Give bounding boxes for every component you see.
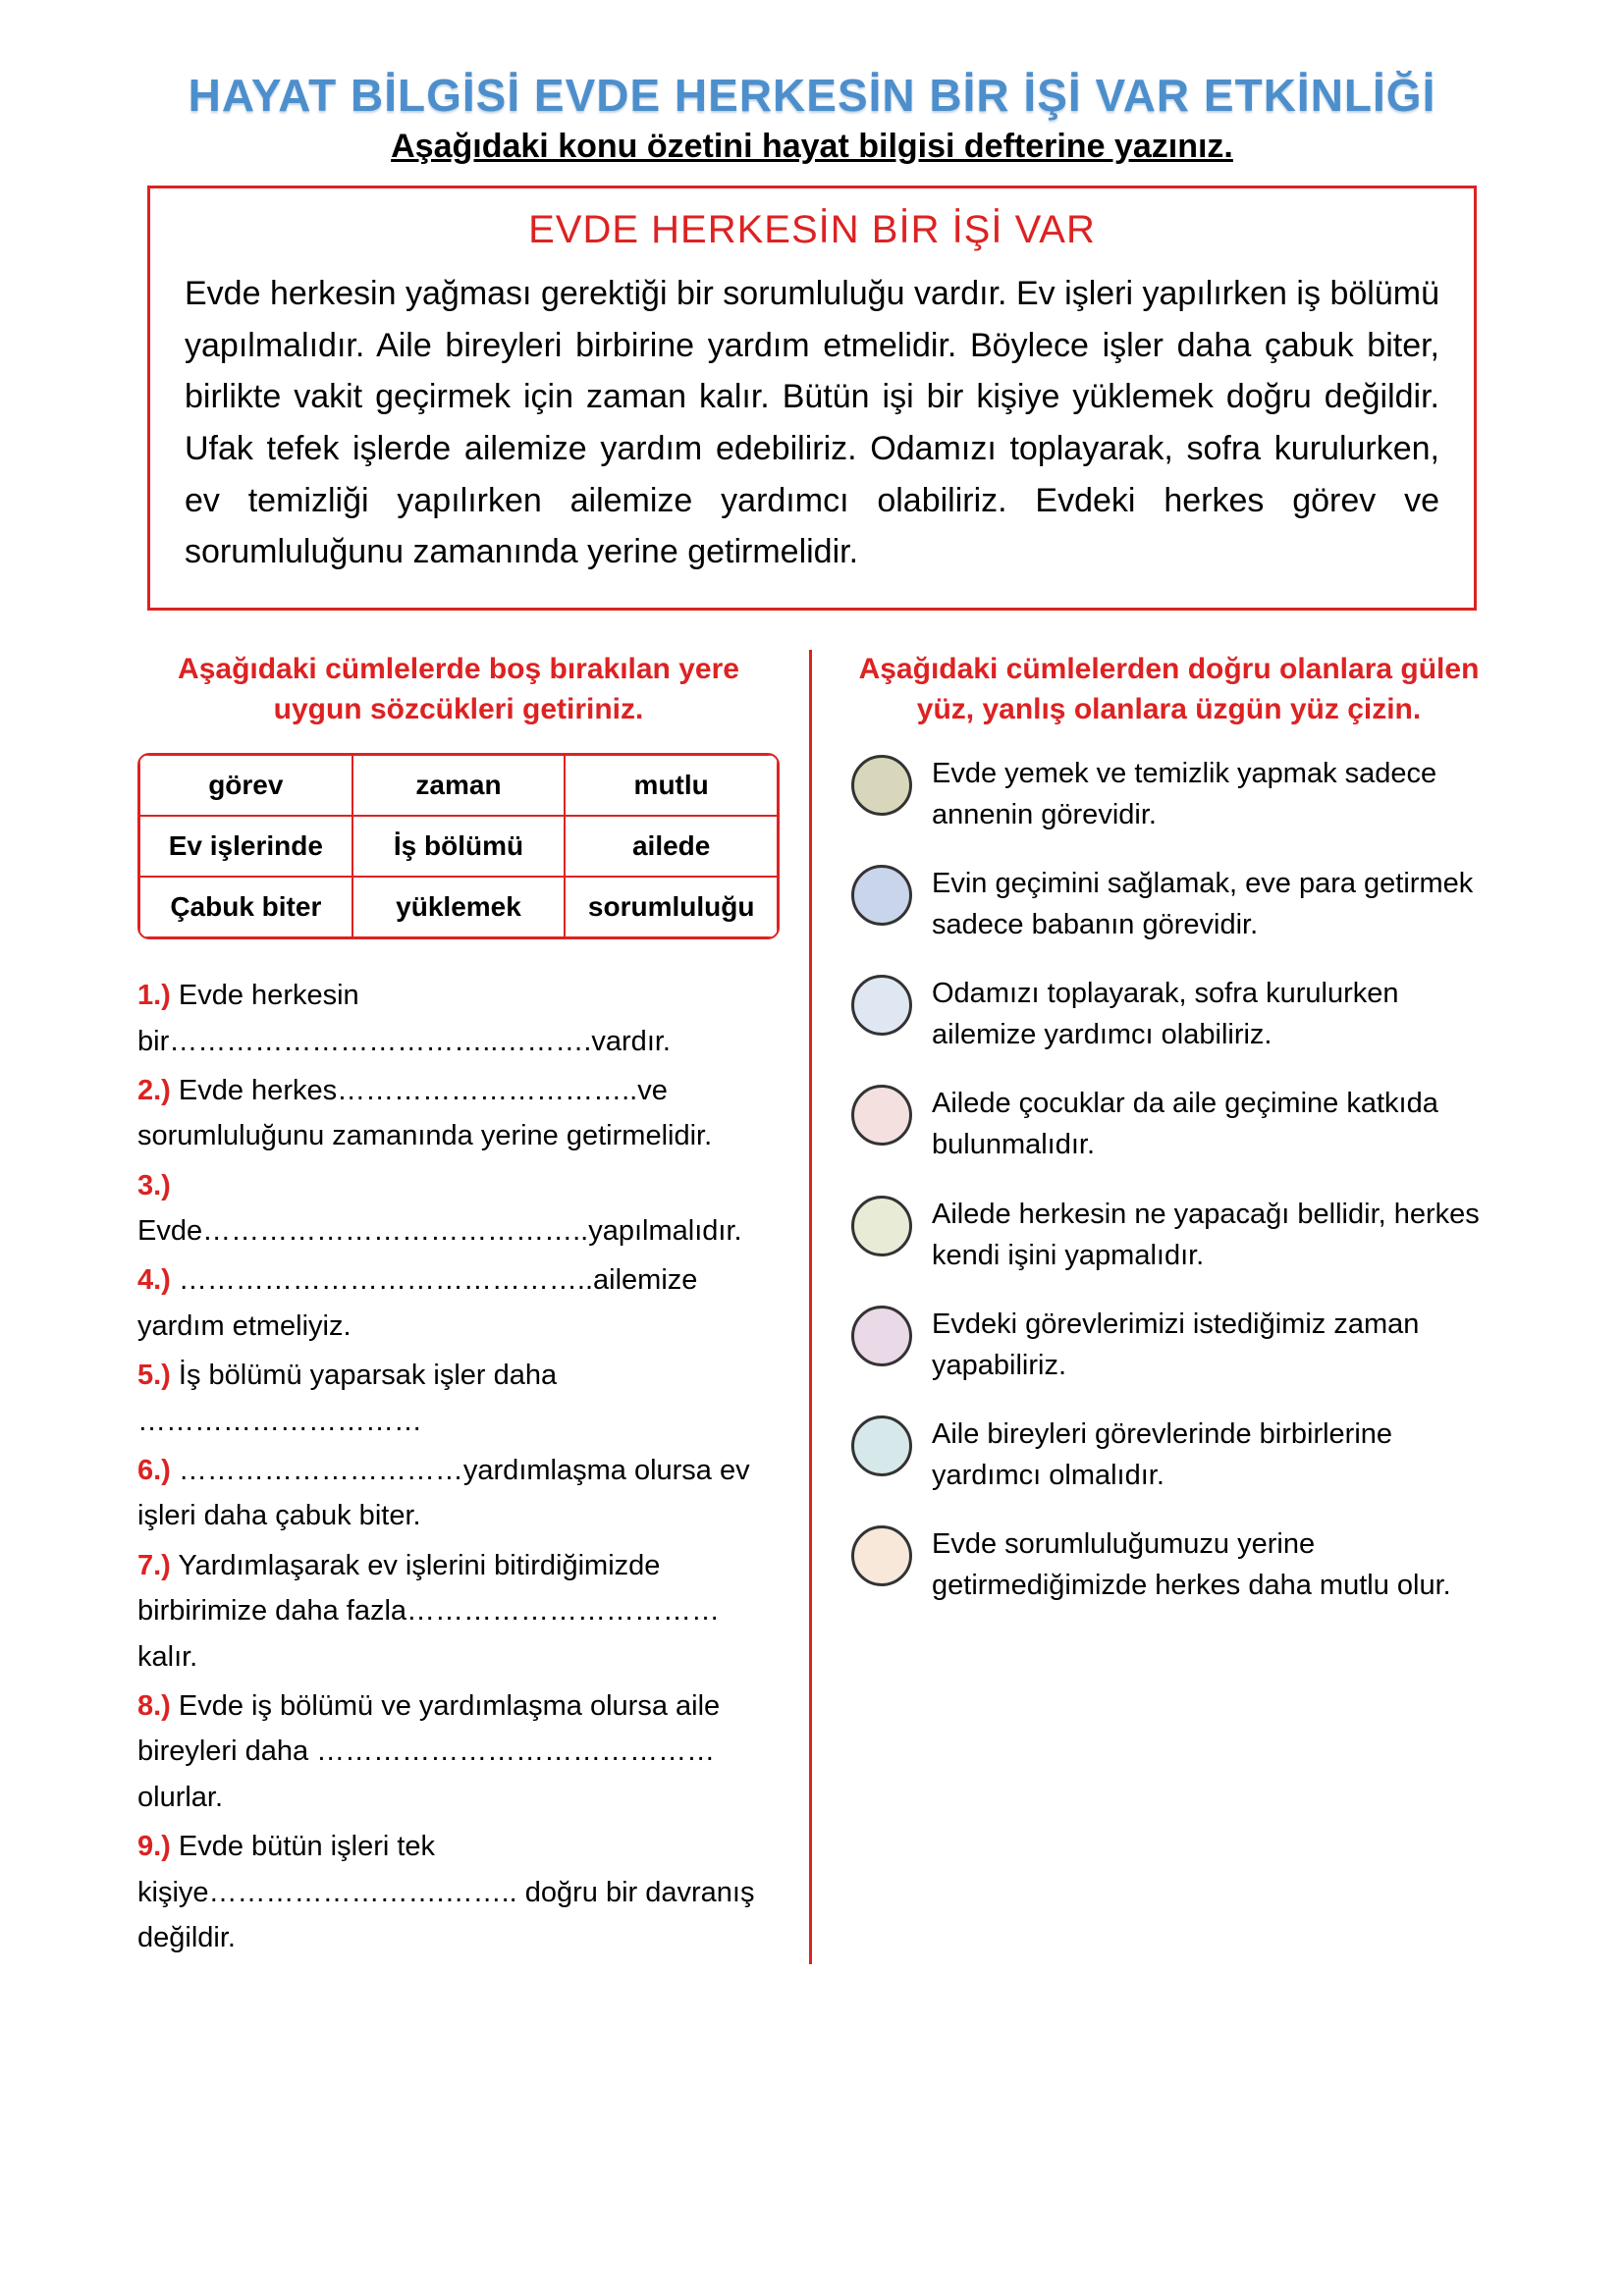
item-text: ……………………………………..ailemize yardım etmeliyi… bbox=[137, 1264, 697, 1341]
two-column-layout: Aşağıdaki cümlelerde boş bırakılan yere … bbox=[137, 650, 1487, 1964]
true-false-column: Aşağıdaki cümlelerden doğru olanlara gül… bbox=[812, 650, 1487, 1964]
tf-text: Evde sorumluluğumuzu yerine getirmediğim… bbox=[932, 1523, 1487, 1606]
fill-heading: Aşağıdaki cümlelerde boş bırakılan yere … bbox=[137, 650, 780, 729]
item-number: 4.) bbox=[137, 1264, 171, 1296]
item-text: Evde herkes…………………………..ve sorumluluğunu … bbox=[137, 1075, 712, 1151]
fill-sentence-list: 1.) Evde herkesin bir……………………………..……….va… bbox=[137, 973, 780, 1960]
face-circle[interactable] bbox=[851, 975, 912, 1036]
face-circle[interactable] bbox=[851, 1085, 912, 1146]
item-number: 3.) bbox=[137, 1170, 171, 1201]
face-circle[interactable] bbox=[851, 865, 912, 926]
item-number: 6.) bbox=[137, 1455, 171, 1486]
item-text: Yardımlaşarak ev işlerini bitirdiğimizde… bbox=[137, 1550, 720, 1673]
page-title: HAYAT BİLGİSİ EVDE HERKESİN BİR İŞİ VAR … bbox=[137, 69, 1487, 122]
tf-item: Evin geçimini sağlamak, eve para getirme… bbox=[851, 863, 1487, 945]
wordbank-grid: görev zaman mutlu Ev işlerinde İş bölümü… bbox=[137, 753, 780, 939]
fill-item: 4.) ……………………………………..ailemize yardım etme… bbox=[137, 1257, 780, 1349]
tf-list: Evde yemek ve temizlik yapmak sadece ann… bbox=[851, 753, 1487, 1606]
tf-text: Evde yemek ve temizlik yapmak sadece ann… bbox=[932, 753, 1487, 835]
item-text: Evde bütün işleri tek kişiye…………………….…….… bbox=[137, 1831, 754, 1953]
tf-text: Evin geçimini sağlamak, eve para getirme… bbox=[932, 863, 1487, 945]
face-circle[interactable] bbox=[851, 755, 912, 816]
face-circle[interactable] bbox=[851, 1196, 912, 1256]
wordbank-cell: ailede bbox=[565, 816, 778, 877]
tf-text: Evdeki görevlerimizi istediğimiz zaman y… bbox=[932, 1304, 1487, 1386]
fill-blank-column: Aşağıdaki cümlelerde boş bırakılan yere … bbox=[137, 650, 812, 1964]
page-subtitle: Aşağıdaki konu özetini hayat bilgisi def… bbox=[137, 128, 1487, 166]
item-text: …………………………yardımlaşma olursa ev işleri d… bbox=[137, 1455, 750, 1531]
tf-item: Aile bireyleri görevlerinde birbirlerine… bbox=[851, 1414, 1487, 1496]
item-text: Evde iş bölümü ve yardımlaşma olursa ail… bbox=[137, 1690, 720, 1813]
item-text: İş bölümü yaparsak işler daha ………………………… bbox=[137, 1360, 557, 1436]
fill-item: 5.) İş bölümü yaparsak işler daha ………………… bbox=[137, 1353, 780, 1444]
wordbank-cell: Çabuk biter bbox=[139, 877, 352, 937]
fill-item: 2.) Evde herkes…………………………..ve sorumluluğ… bbox=[137, 1068, 780, 1159]
tf-item: Ailede çocuklar da aile geçimine katkıda… bbox=[851, 1083, 1487, 1165]
tf-item: Evde sorumluluğumuzu yerine getirmediğim… bbox=[851, 1523, 1487, 1606]
item-number: 1.) bbox=[137, 980, 171, 1011]
tf-text: Ailede herkesin ne yapacağı bellidir, he… bbox=[932, 1194, 1487, 1276]
item-number: 9.) bbox=[137, 1831, 171, 1862]
wordbank-cell: sorumluluğu bbox=[565, 877, 778, 937]
summary-title: EVDE HERKESİN BİR İŞİ VAR bbox=[185, 208, 1439, 252]
face-circle[interactable] bbox=[851, 1306, 912, 1366]
tf-item: Ailede herkesin ne yapacağı bellidir, he… bbox=[851, 1194, 1487, 1276]
wordbank-cell: zaman bbox=[352, 755, 566, 816]
item-number: 5.) bbox=[137, 1360, 171, 1391]
wordbank-cell: mutlu bbox=[565, 755, 778, 816]
fill-item: 9.) Evde bütün işleri tek kişiye……………………… bbox=[137, 1824, 780, 1960]
item-number: 7.) bbox=[137, 1550, 171, 1581]
face-circle[interactable] bbox=[851, 1525, 912, 1586]
face-circle[interactable] bbox=[851, 1415, 912, 1476]
wordbank-cell: İş bölümü bbox=[352, 816, 566, 877]
tf-heading: Aşağıdaki cümlelerden doğru olanlara gül… bbox=[851, 650, 1487, 729]
fill-item: 8.) Evde iş bölümü ve yardımlaşma olursa… bbox=[137, 1683, 780, 1820]
fill-item: 1.) Evde herkesin bir……………………………..……….va… bbox=[137, 973, 780, 1064]
wordbank-cell: yüklemek bbox=[352, 877, 566, 937]
worksheet-page: HAYAT BİLGİSİ EVDE HERKESİN BİR İŞİ VAR … bbox=[0, 0, 1624, 2296]
tf-item: Odamızı toplayarak, sofra kurulurken ail… bbox=[851, 973, 1487, 1055]
tf-item: Evdeki görevlerimizi istediğimiz zaman y… bbox=[851, 1304, 1487, 1386]
item-number: 2.) bbox=[137, 1075, 171, 1106]
tf-text: Aile bireyleri görevlerinde birbirlerine… bbox=[932, 1414, 1487, 1496]
item-text: Evde herkesin bir……………………………..……….vardır… bbox=[137, 980, 671, 1056]
item-number: 8.) bbox=[137, 1690, 171, 1722]
tf-text: Odamızı toplayarak, sofra kurulurken ail… bbox=[932, 973, 1487, 1055]
tf-text: Ailede çocuklar da aile geçimine katkıda… bbox=[932, 1083, 1487, 1165]
wordbank-cell: Ev işlerinde bbox=[139, 816, 352, 877]
fill-item: 3.) Evde…………………………………..yapılmalıdır. bbox=[137, 1163, 780, 1255]
item-text: Evde…………………………………..yapılmalıdır. bbox=[137, 1215, 742, 1247]
fill-item: 6.) …………………………yardımlaşma olursa ev işle… bbox=[137, 1448, 780, 1539]
fill-item: 7.) Yardımlaşarak ev işlerini bitirdiğim… bbox=[137, 1543, 780, 1680]
tf-item: Evde yemek ve temizlik yapmak sadece ann… bbox=[851, 753, 1487, 835]
summary-box: EVDE HERKESİN BİR İŞİ VAR Evde herkesin … bbox=[147, 186, 1477, 611]
wordbank-cell: görev bbox=[139, 755, 352, 816]
summary-body: Evde herkesin yağması gerektiği bir soru… bbox=[185, 268, 1439, 578]
